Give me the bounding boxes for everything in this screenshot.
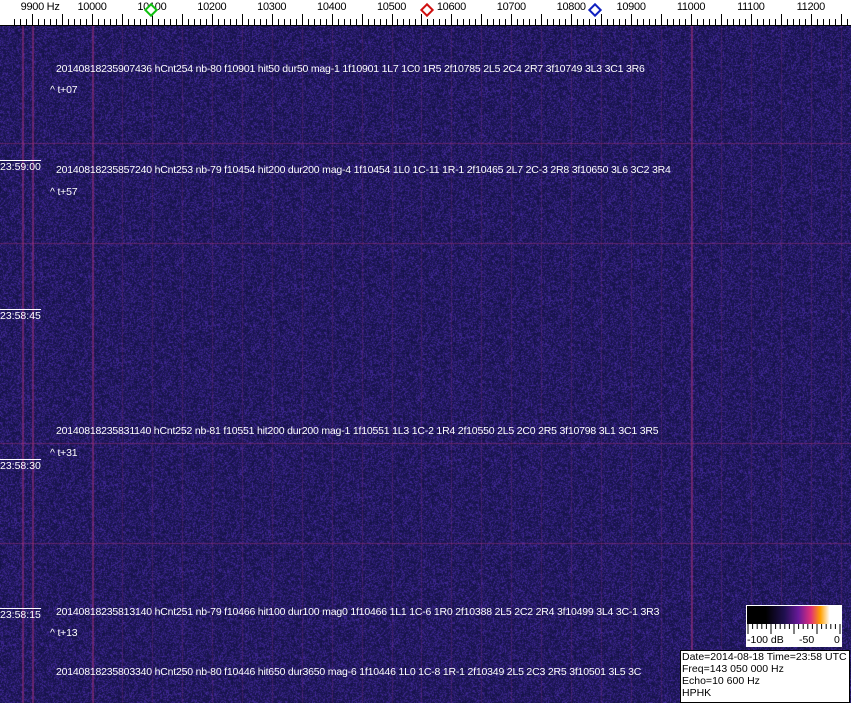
legend-label: -50 — [799, 634, 815, 646]
detection-offset: ^ t+31 — [50, 447, 78, 459]
frequency-ticks — [0, 14, 851, 26]
legend-label: 0 — [834, 634, 840, 646]
station: HPHK — [682, 687, 712, 699]
time-label: 23:58:30 — [0, 459, 41, 472]
date-time: Date=2014-08-18 Time=23:58 UTC — [682, 651, 847, 663]
detection-line: 20140818235803340 hCnt250 nb-80 f10446 h… — [56, 666, 642, 678]
spectrogram-waterfall[interactable] — [0, 26, 851, 703]
color-scale-bar — [747, 606, 841, 624]
detection-offset: ^ t+13 — [50, 627, 78, 639]
time-label: 23:59:00 — [0, 160, 41, 173]
frequency-tick-label: 11200 — [796, 1, 826, 13]
detection-offset: ^ t+07 — [50, 84, 78, 96]
detection-line: 20140818235813140 hCnt251 nb-79 f10466 h… — [56, 606, 660, 618]
time-label: 23:58:45 — [0, 309, 41, 322]
frequency-tick-label: 10500 — [376, 1, 407, 13]
detection-offset: ^ t+57 — [50, 186, 78, 198]
frequency: Freq=143 050 000 Hz — [682, 663, 784, 675]
legend-label: -100 dB — [747, 634, 784, 646]
frequency-axis: 9900 Hz100001010010200103001040010500106… — [0, 0, 851, 26]
frequency-tick-label: 10900 — [616, 1, 646, 13]
detection-line: 20140818235831140 hCnt252 nb-81 f10551 h… — [56, 425, 659, 437]
detection-line: 20140818235857240 hCnt253 nb-79 f10454 h… — [56, 164, 671, 176]
frequency-tick-label: 11100 — [737, 1, 765, 13]
frequency-tick-label: 10000 — [77, 1, 107, 13]
color-scale-legend: -100 dB -50 0 — [746, 605, 842, 647]
frequency-tick-label: 10600 — [436, 1, 466, 13]
frequency-tick-label: 10700 — [496, 1, 526, 13]
color-scale-ticks — [747, 624, 841, 634]
detection-line: 20140818235907436 hCnt254 nb-80 f10901 h… — [56, 63, 645, 75]
frequency-tick-label: 11000 — [676, 1, 706, 13]
info-box: Date=2014-08-18 Time=23:58 UTC Freq=143 … — [680, 650, 850, 703]
time-label: 23:58:15 — [0, 608, 41, 621]
frequency-tick-label: 10200 — [197, 1, 227, 13]
frequency-tick-label: 10400 — [317, 1, 347, 13]
frequency-tick-label: 9900 Hz — [20, 1, 60, 13]
echo-frequency: Echo=10 600 Hz — [682, 675, 760, 687]
frequency-tick-label: 10300 — [257, 1, 287, 13]
frequency-tick-label: 10800 — [556, 1, 586, 13]
